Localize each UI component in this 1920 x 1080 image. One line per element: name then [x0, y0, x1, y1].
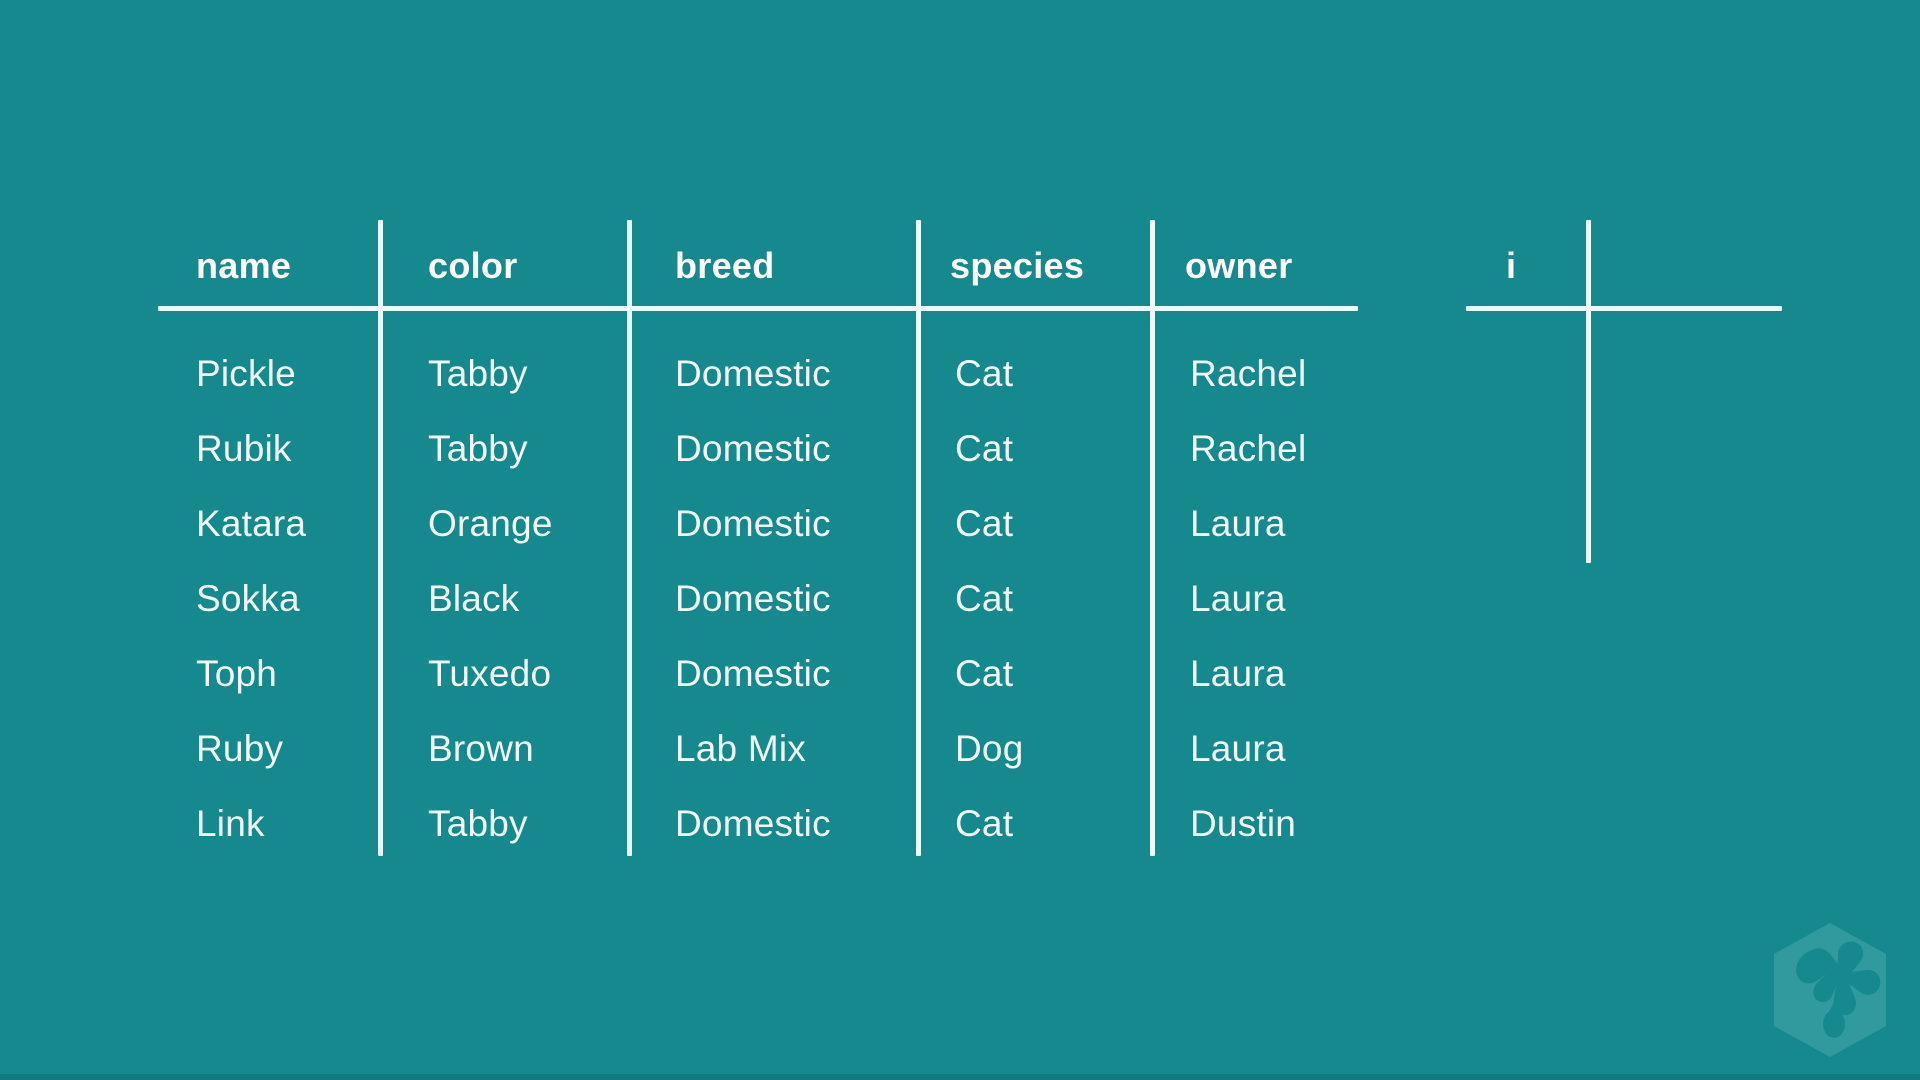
- cell-name: Ruby: [196, 728, 284, 769]
- cell-name: Pickle: [196, 353, 296, 394]
- column-divider-name-color: [378, 220, 383, 856]
- cell-owner: Laura: [1190, 728, 1286, 769]
- column-divider-partial: [1586, 220, 1591, 563]
- cell-color: Black: [428, 578, 520, 619]
- cell-breed: Lab Mix: [675, 728, 806, 769]
- header-rule-right: [1466, 306, 1782, 311]
- cell-species: Cat: [955, 578, 1014, 619]
- cell-owner: Rachel: [1190, 428, 1307, 469]
- column-divider-species-owner: [1150, 220, 1155, 856]
- column-header-name[interactable]: name: [196, 245, 292, 286]
- column-divider-breed-species: [916, 220, 921, 856]
- cell-breed: Domestic: [675, 653, 831, 694]
- column-divider-color-breed: [627, 220, 632, 856]
- cell-species: Cat: [955, 803, 1014, 844]
- cell-owner: Laura: [1190, 578, 1286, 619]
- cell-color: Tabby: [428, 803, 528, 844]
- column-header-species[interactable]: species: [950, 245, 1085, 286]
- column-header-owner[interactable]: owner: [1185, 245, 1293, 286]
- bottom-edge-strip: [0, 1074, 1920, 1080]
- cell-color: Tuxedo: [428, 653, 552, 694]
- cell-name: Link: [196, 803, 265, 844]
- header-rule-left: [158, 306, 1358, 311]
- cell-name: Sokka: [196, 578, 300, 619]
- cell-species: Dog: [955, 728, 1024, 769]
- cell-breed: Domestic: [675, 428, 831, 469]
- cell-owner: Laura: [1190, 653, 1286, 694]
- cell-species: Cat: [955, 353, 1014, 394]
- cell-color: Tabby: [428, 428, 528, 469]
- cell-breed: Domestic: [675, 803, 831, 844]
- cell-owner: Laura: [1190, 503, 1286, 544]
- cell-species: Cat: [955, 503, 1014, 544]
- column-header-color[interactable]: color: [428, 245, 518, 286]
- cell-color: Orange: [428, 503, 553, 544]
- cell-name: Katara: [196, 503, 307, 544]
- cell-color: Brown: [428, 728, 534, 769]
- cell-species: Cat: [955, 428, 1014, 469]
- cell-owner: Rachel: [1190, 353, 1307, 394]
- cell-owner: Dustin: [1190, 803, 1297, 844]
- column-header-breed[interactable]: breed: [675, 245, 775, 286]
- cell-species: Cat: [955, 653, 1014, 694]
- cell-breed: Domestic: [675, 503, 831, 544]
- column-header-partial[interactable]: i: [1506, 245, 1517, 286]
- cell-name: Toph: [196, 653, 278, 694]
- cell-color: Tabby: [428, 353, 528, 394]
- cell-name: Rubik: [196, 428, 292, 469]
- cell-breed: Domestic: [675, 353, 831, 394]
- cell-breed: Domestic: [675, 578, 831, 619]
